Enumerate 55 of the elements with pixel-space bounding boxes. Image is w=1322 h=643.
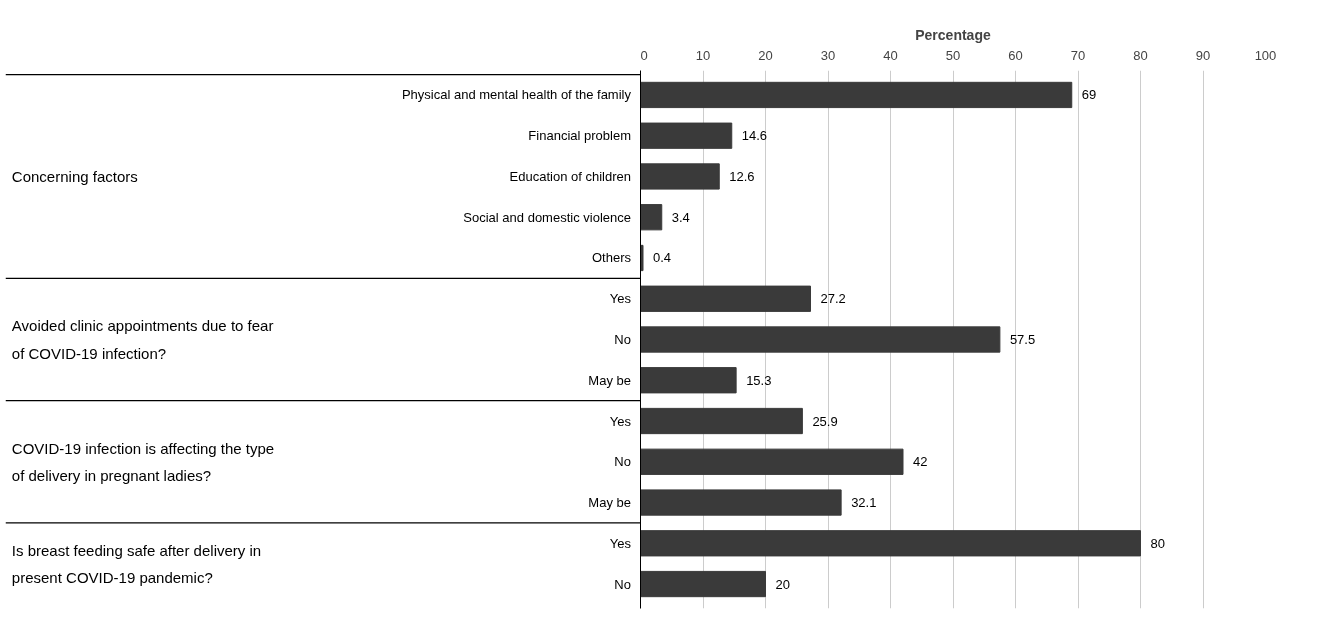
data-label: 80 [1150,535,1165,551]
data-label: 42 [913,454,928,470]
x-tick-label: 70 [1070,47,1086,63]
y-tick-label: Yes [609,291,632,307]
text: COVID-19 infection is affecting the type of delivery in pregnant ladies? [11,439,275,484]
bar [640,367,737,394]
bar [640,204,663,231]
y-tick-label: May be [588,372,631,388]
x-tick-label: 50 [945,47,961,63]
x-tick-label: 60 [1008,47,1023,63]
bar [640,163,720,190]
data-label: 69 [1081,87,1097,103]
y-tick-label: Physical and mental health of the family [401,87,632,103]
x-tick-label: 10 [695,47,711,63]
data-label: 12.6 [729,168,755,184]
x-axis-title: Percentage [915,26,991,43]
bar [640,244,644,272]
y-tick-label: No [614,332,631,347]
data-label: 32.1 [851,495,877,511]
data-label: 14.6 [741,128,768,144]
y-tick-label: Financial problem [528,128,631,144]
y-tick-label: Others [591,250,632,266]
data-label: 25.9 [812,413,838,429]
text: Avoided clinic appointments due to fear of COVID-19 infection? [11,317,274,362]
data-label: 57.5 [1009,332,1036,347]
data-label: 15.3 [746,372,772,388]
y-tick-label: Social and domestic violence [463,209,631,225]
x-tick-label: 20 [758,47,773,63]
bar [640,285,811,312]
x-tick-label: 30 [820,47,836,63]
bar [640,326,1001,353]
x-tick-label: 0 [640,47,648,63]
x-tick-label: 40 [883,47,898,63]
y-tick-label: No [614,576,631,592]
bar [640,570,766,598]
bar [640,530,1141,557]
bar [640,407,803,435]
bar [640,448,904,475]
x-tick-label: 80 [1133,47,1148,63]
data-label: 0.4 [653,250,672,266]
bar [640,81,1073,109]
bar [640,122,733,149]
y-tick-label: No [614,454,631,470]
data-label: 20 [775,576,790,592]
x-tick-label: 100 [1254,47,1277,63]
y-tick-label: Yes [609,535,632,551]
y-tick-label: Yes [609,413,632,429]
bar [640,489,842,516]
data-label: 27.2 [820,291,846,307]
data-label: 3.4 [671,209,690,225]
text: Concerning factors [11,167,138,185]
text: Is breast feeding safe after delivery in present COVID-19 pandemic? [11,541,262,586]
x-tick-label: 90 [1195,47,1211,63]
y-tick-label: May be [588,495,631,511]
y-tick-label: Education of children [509,168,631,184]
